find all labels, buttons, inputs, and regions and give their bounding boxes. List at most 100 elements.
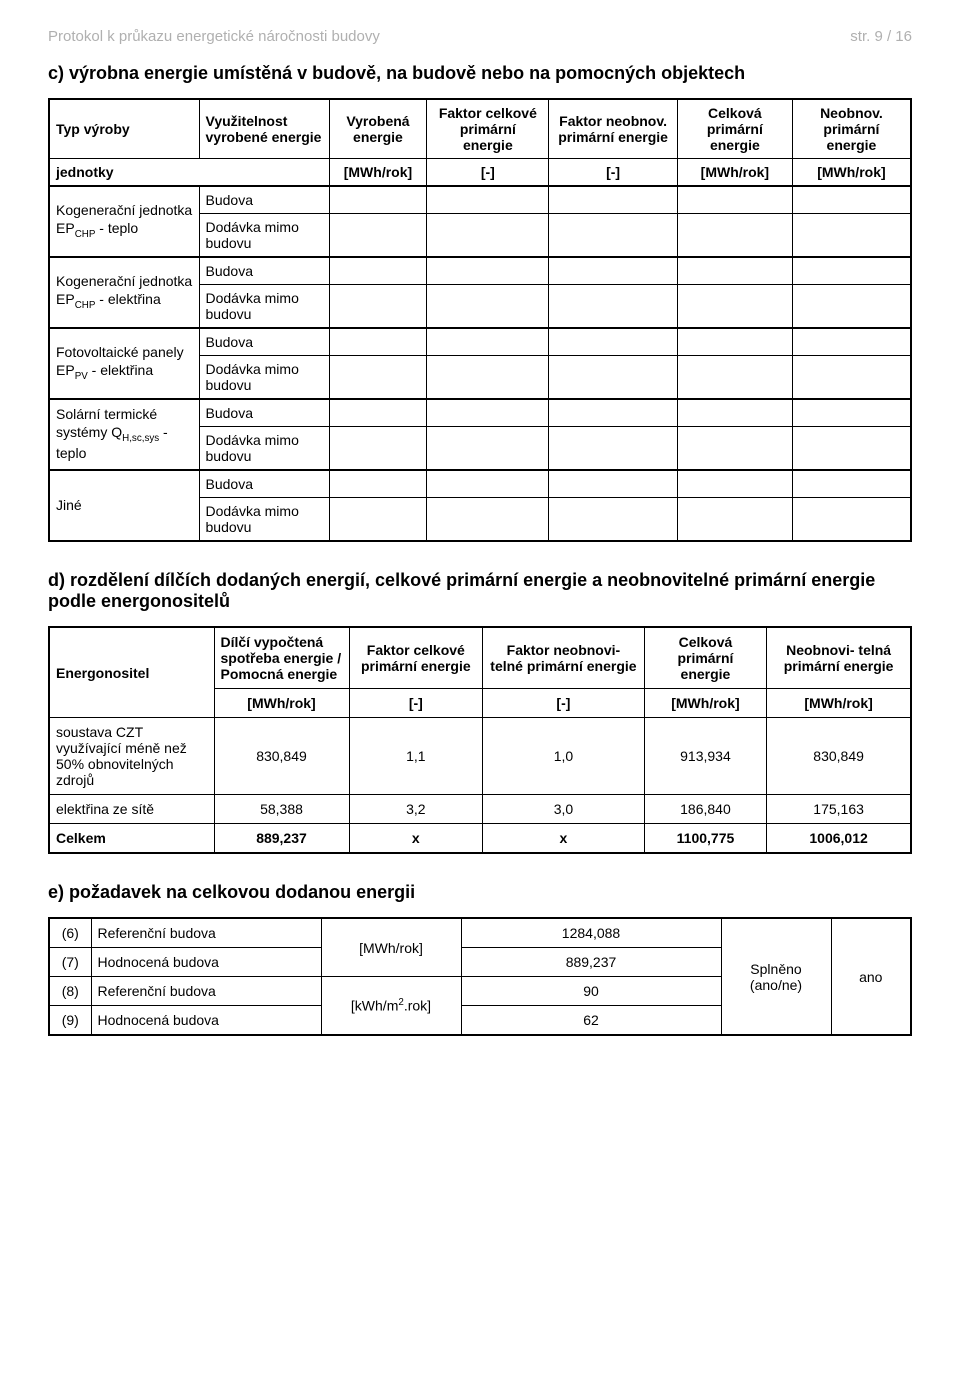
e-label-3: Hodnocená budova (91, 1006, 321, 1036)
table-c-cell (549, 356, 678, 400)
table-c-cell (329, 356, 427, 400)
unit-c7: [MWh/rok] (792, 159, 911, 187)
table-c-cell (549, 257, 678, 285)
table-c-cell (792, 498, 911, 542)
table-c-cell (329, 285, 427, 329)
table-c-sub-budova: Budova (199, 328, 329, 356)
table-c-cell (677, 356, 792, 400)
e-splneno-label: Splněno (ano/ne) (721, 918, 831, 1035)
e-idx-1: (7) (49, 948, 91, 977)
table-d-cell: 913,934 (644, 718, 766, 795)
table-c-sub-budova: Budova (199, 257, 329, 285)
table-c-cell (549, 399, 678, 427)
table-d-row-label: soustava CZT využívající méně než 50% ob… (49, 718, 214, 795)
table-c-sub-budova: Budova (199, 186, 329, 214)
table-c-cell (427, 427, 549, 471)
unit-c5: [-] (549, 159, 678, 187)
table-d-cell: 1,1 (349, 718, 483, 795)
table-c-cell (427, 470, 549, 498)
table-d-cell: 3,2 (349, 795, 483, 824)
section-d-title: d) rozdělení dílčích dodaných energií, c… (48, 570, 912, 612)
table-c-cell (549, 427, 678, 471)
table-d-total-cell: 1006,012 (767, 824, 911, 854)
table-c-cell (427, 257, 549, 285)
table-c-cell (427, 285, 549, 329)
table-c-cell (792, 470, 911, 498)
table-c-sub-dodavka: Dodávka mimo budovu (199, 427, 329, 471)
table-d-cell: 830,849 (214, 718, 349, 795)
table-d-cell: 830,849 (767, 718, 911, 795)
table-d-total-cell: x (349, 824, 483, 854)
e-idx-3: (9) (49, 1006, 91, 1036)
e-unit2: [kWh/m2.rok] (321, 977, 461, 1036)
table-c-cell (792, 328, 911, 356)
e-label-0: Referenční budova (91, 918, 321, 948)
table-c-cell (427, 498, 549, 542)
unit-d3: [-] (349, 689, 483, 718)
table-c-cell (677, 257, 792, 285)
table-c-cell (427, 214, 549, 258)
table-c-cell (677, 498, 792, 542)
table-d: Energonositel Dílčí vypočtená spotřeba e… (48, 626, 912, 854)
table-d-cell: 186,840 (644, 795, 766, 824)
table-c-cell (677, 399, 792, 427)
e-unit1: [MWh/rok] (321, 918, 461, 977)
table-c-cell (549, 498, 678, 542)
e-splneno-value: ano (831, 918, 911, 1035)
e-label-1: Hodnocená budova (91, 948, 321, 977)
table-c-cell (329, 214, 427, 258)
table-c-cell (677, 427, 792, 471)
table-c-cell (329, 328, 427, 356)
table-d-cell: 1,0 (483, 718, 645, 795)
table-d-total-label: Celkem (49, 824, 214, 854)
col-d4: Faktor neobnovi- telné primární energie (483, 627, 645, 689)
unit-c3: [MWh/rok] (329, 159, 427, 187)
col-c3: Vyrobená energie (329, 99, 427, 159)
table-c-cell (792, 257, 911, 285)
table-d-cell: 3,0 (483, 795, 645, 824)
col-c2: Využitelnost vyrobené energie (199, 99, 329, 159)
table-d-total-cell: 889,237 (214, 824, 349, 854)
col-c6: Celková primární energie (677, 99, 792, 159)
table-c-cell (677, 470, 792, 498)
table-c-cell (549, 285, 678, 329)
table-c-cell (792, 285, 911, 329)
table-c-cell (549, 186, 678, 214)
table-c-sub-dodavka: Dodávka mimo budovu (199, 285, 329, 329)
e-val-0: 1284,088 (461, 918, 721, 948)
table-c-cell (549, 214, 678, 258)
table-c-cell (677, 186, 792, 214)
unit-d6: [MWh/rok] (767, 689, 911, 718)
col-c7: Neobnov. primární energie (792, 99, 911, 159)
table-c-cell (329, 427, 427, 471)
e-label-2: Referenční budova (91, 977, 321, 1006)
table-c-sub-budova: Budova (199, 470, 329, 498)
unit-d4: [-] (483, 689, 645, 718)
table-c-cell (677, 328, 792, 356)
table-c-cell (329, 470, 427, 498)
col-c1: Typ výroby (49, 99, 199, 159)
table-c-cell (427, 186, 549, 214)
table-c-cell (792, 186, 911, 214)
col-d2: Dílčí vypočtená spotřeba energie / Pomoc… (214, 627, 349, 689)
table-c-sub-dodavka: Dodávka mimo budovu (199, 214, 329, 258)
table-c-row-label: Jiné (49, 470, 199, 541)
table-c-cell (792, 356, 911, 400)
col-d3: Faktor celkové primární energie (349, 627, 483, 689)
section-e-title: e) požadavek na celkovou dodanou energii (48, 882, 912, 903)
header-right: str. 9 / 16 (850, 28, 912, 45)
table-c-cell (549, 470, 678, 498)
unit-c4: [-] (427, 159, 549, 187)
col-c5: Faktor neobnov. primární energie (549, 99, 678, 159)
e-val-3: 62 (461, 1006, 721, 1036)
table-c-cell (329, 186, 427, 214)
col-d6: Neobnovi- telná primární energie (767, 627, 911, 689)
e-val-2: 90 (461, 977, 721, 1006)
table-c-row-label: Kogenerační jednotka EPCHP - elektřina (49, 257, 199, 328)
table-c-cell (427, 356, 549, 400)
table-c-row-label: Fotovoltaické panely EPPV - elektřina (49, 328, 199, 399)
units-label: jednotky (49, 159, 329, 187)
table-c-cell (549, 328, 678, 356)
table-c-cell (792, 427, 911, 471)
table-c-cell (329, 498, 427, 542)
